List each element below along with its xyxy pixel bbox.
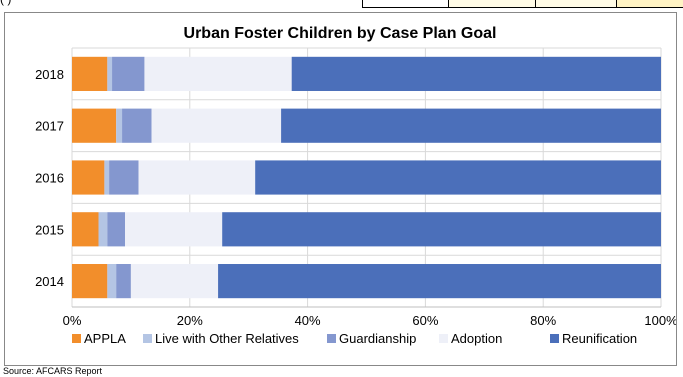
bar-segment <box>72 264 108 299</box>
legend-swatch <box>72 334 81 343</box>
legend-label: Guardianship <box>339 331 416 346</box>
bar-segment <box>72 108 117 143</box>
stacked-bar-chart: Urban Foster Children by Case Plan Goal 2… <box>35 25 676 346</box>
y-tick-label: 2018 <box>35 67 64 82</box>
legend-swatch <box>439 334 448 343</box>
chart-title: Urban Foster Children by Case Plan Goal <box>184 25 497 42</box>
chart-frame: Urban Foster Children by Case Plan Goal 2… <box>4 12 677 366</box>
header-strip-cell <box>362 0 448 8</box>
x-tick-label: 40% <box>295 313 321 328</box>
header-strip-cell <box>535 0 617 8</box>
bar-segment <box>109 160 139 195</box>
bar-segment <box>72 160 105 195</box>
y-tick-label: 2014 <box>35 274 64 289</box>
bar-segment <box>125 212 223 247</box>
bar-segment <box>116 264 131 299</box>
header-strip-cell <box>617 0 683 8</box>
top-strip: ( ) <box>0 0 683 10</box>
bar-segment <box>151 108 282 143</box>
bar-segment <box>281 108 661 143</box>
y-tick-label: 2017 <box>35 119 64 134</box>
bar-segment <box>218 264 661 299</box>
bar-segment <box>72 212 99 247</box>
bar-segment <box>72 56 108 91</box>
bar-segment <box>291 56 661 91</box>
bar-segment <box>107 264 117 299</box>
legend-label: APPLA <box>84 331 126 346</box>
bar-segment <box>144 56 292 91</box>
legend-label: Live with Other Relatives <box>155 331 299 346</box>
bar-segment <box>122 108 152 143</box>
y-tick-label: 2016 <box>35 171 64 186</box>
x-tick-label: 80% <box>530 313 556 328</box>
bar-segment <box>107 212 126 247</box>
bar-segment <box>107 56 113 91</box>
x-tick-label: 20% <box>177 313 203 328</box>
x-tick-label: 60% <box>412 313 438 328</box>
bar-segment <box>130 264 219 299</box>
header-strip-boxes <box>362 0 683 8</box>
x-tick-label: 100% <box>644 313 676 328</box>
header-strip-cell <box>448 0 535 8</box>
legend-label: Reunification <box>562 331 637 346</box>
bar-segment <box>112 56 145 91</box>
legend-swatch <box>550 334 559 343</box>
legend-swatch <box>327 334 336 343</box>
bar-segment <box>138 160 256 195</box>
source-note: Source: AFCARS Report <box>3 366 103 376</box>
header-strip-text: ( ) <box>0 0 11 6</box>
bar-segment <box>104 160 110 195</box>
x-tick-label: 0% <box>63 313 82 328</box>
legend-swatch <box>143 334 152 343</box>
bar-segment <box>222 212 661 247</box>
y-tick-label: 2015 <box>35 222 64 237</box>
bar-segment <box>255 160 661 195</box>
bar-segment <box>116 108 123 143</box>
legend-label: Adoption <box>451 331 502 346</box>
bar-segment <box>98 212 108 247</box>
